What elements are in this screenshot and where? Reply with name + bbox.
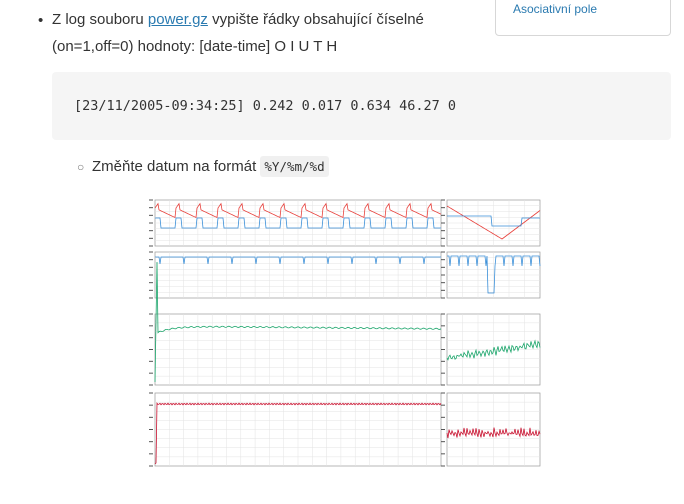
list-bullet: • [38,12,43,29]
date-format-code: %Y/%m/%d [260,156,328,177]
code-block: [23/11/2005-09:34:25] 0.242 0.017 0.634 … [52,72,671,140]
subtask-text: Změňte datum na formát [92,158,260,175]
sub-list-bullet: ○ [77,160,84,174]
power-plots-figure [148,198,542,468]
task-paragraph: Z log souboru power.gz vypište řádky obs… [52,6,452,60]
power-gz-link[interactable]: power.gz [148,11,208,28]
sidebar-link-associative-array[interactable]: Asociativní pole [513,2,597,16]
task-text-before: Z log souboru [52,11,148,28]
sidebar-box: Asociativní pole [495,0,671,36]
plot-frames [155,200,540,466]
subtask-paragraph: Změňte datum na formát %Y/%m/%d [92,158,329,175]
